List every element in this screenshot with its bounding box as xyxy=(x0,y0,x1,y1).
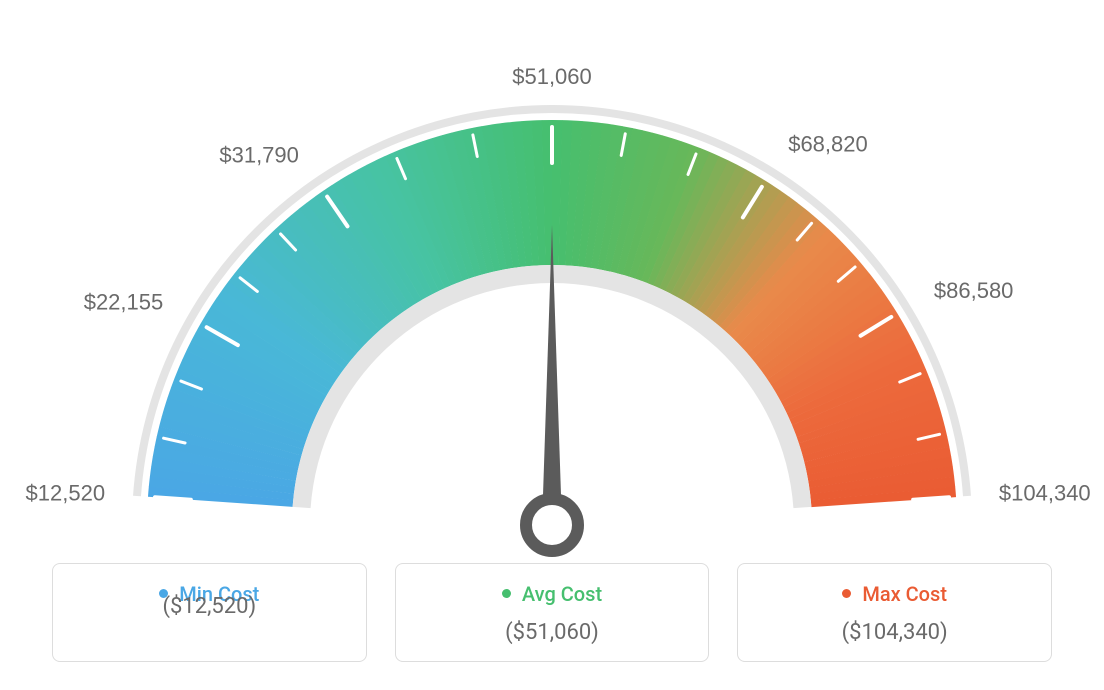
legend-card-min: Min Cost ($12,520) xyxy=(52,563,367,662)
legend-card-avg: Avg Cost ($51,060) xyxy=(395,563,710,662)
scale-label: $104,340 xyxy=(999,481,1091,506)
legend-value-max: ($104,340) xyxy=(748,620,1041,645)
legend-title-avg: Avg Cost xyxy=(406,582,699,606)
legend-value-min-real: ($12,520) xyxy=(63,594,356,619)
gauge-hub xyxy=(526,499,578,551)
legend-value-avg: ($51,060) xyxy=(406,620,699,645)
scale-label: $68,820 xyxy=(788,131,868,156)
gauge-svg: $12,520 $22,155 $31,790 $51,060 $68,820 $86,5… xyxy=(0,20,1104,560)
dot-icon xyxy=(502,589,511,598)
scale-label: $31,790 xyxy=(219,142,299,167)
legend-title-text: Avg Cost xyxy=(522,582,602,606)
scale-label: $86,580 xyxy=(934,278,1014,303)
scale-label: $51,060 xyxy=(512,64,592,89)
legend-row: Min Cost ($12,520) Avg Cost ($51,060) Ma… xyxy=(52,563,1052,662)
legend-title-max: Max Cost xyxy=(748,582,1041,606)
scale-label: $22,155 xyxy=(84,289,164,314)
dot-icon xyxy=(842,589,851,598)
gauge-chart: $12,520 $22,155 $31,790 $51,060 $68,820 $86,5… xyxy=(0,0,1104,540)
legend-title-text: Max Cost xyxy=(862,582,947,606)
legend-card-max: Max Cost ($104,340) xyxy=(737,563,1052,662)
scale-label: $12,520 xyxy=(26,481,106,506)
